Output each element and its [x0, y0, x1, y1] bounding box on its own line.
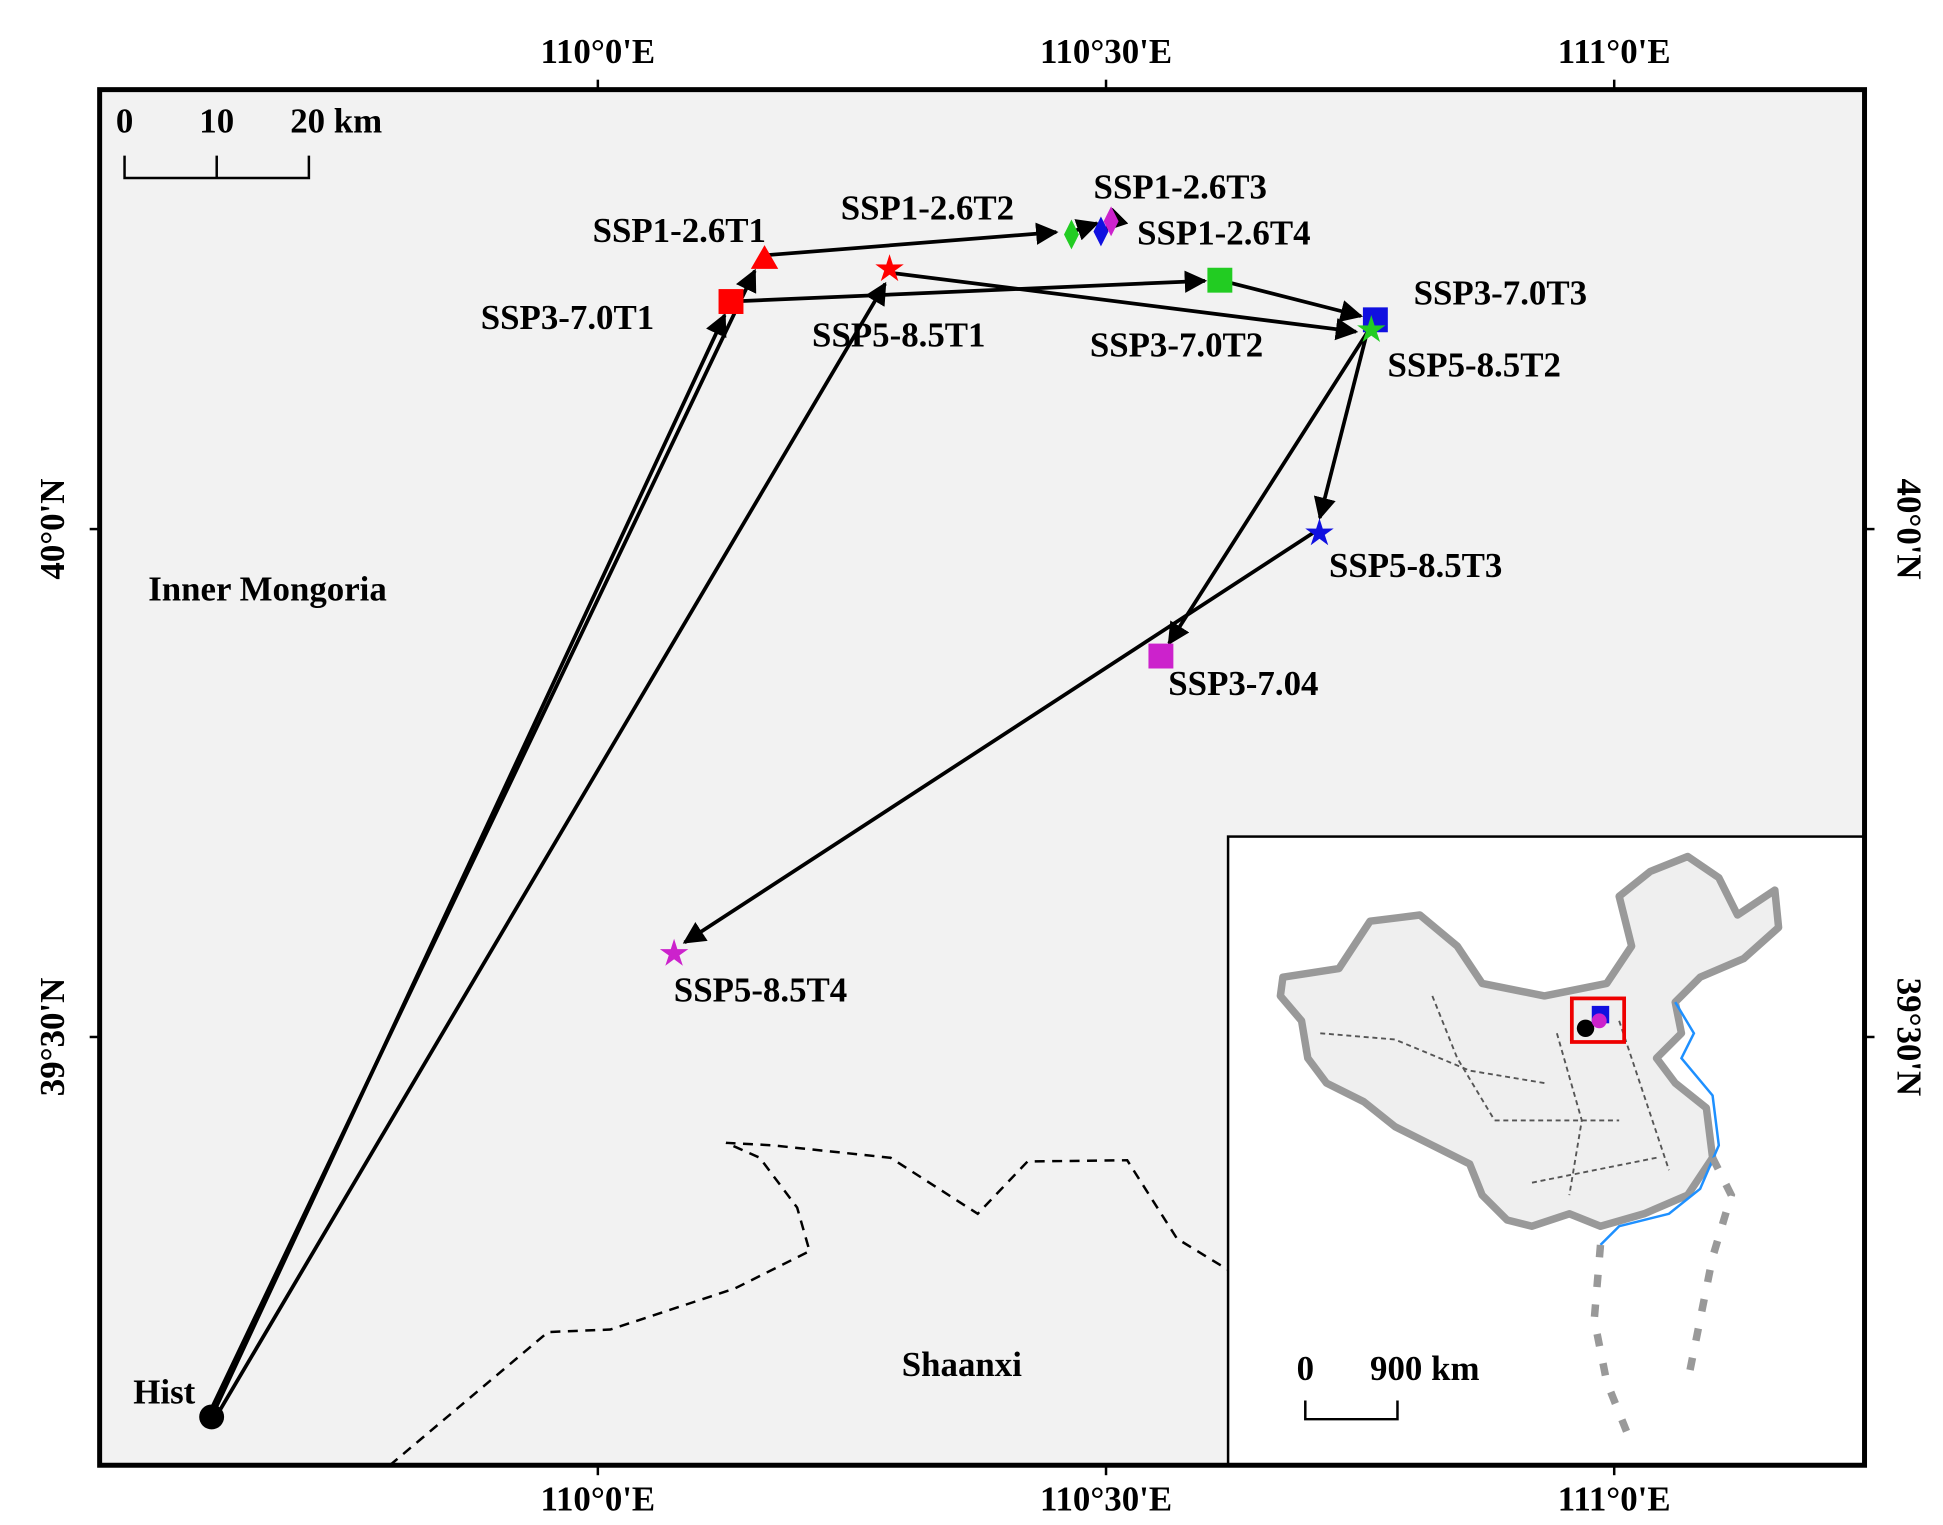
china-outline	[1276, 852, 1783, 1230]
point-label: Hist	[133, 1373, 195, 1412]
point-label: SSP1-2.6T3	[1094, 167, 1267, 206]
inset-sea-border	[1590, 1156, 1736, 1446]
region-label: Inner Mongoria	[148, 570, 387, 609]
y-tick-label: 39°30'N	[1890, 978, 1929, 1097]
point-marker	[1064, 219, 1079, 250]
point-label: SSP3-7.0T1	[481, 298, 654, 337]
point-label: SSP3-7.0T2	[1090, 326, 1263, 365]
trajectory-arrow	[209, 313, 727, 1418]
y-tick-label: 40°0'N	[33, 479, 72, 580]
x-tick-label: 110°0'E	[541, 1480, 656, 1519]
inset-study-area	[1569, 996, 1627, 1044]
x-tick-label: 111°0'E	[1558, 1480, 1671, 1519]
point-marker	[659, 938, 689, 966]
point-label: SSP5-8.5T3	[1329, 546, 1502, 585]
point-marker	[1207, 267, 1233, 293]
point-marker	[199, 1404, 225, 1430]
inset-point	[1591, 1013, 1607, 1029]
x-tick-label: 110°30'E	[1040, 32, 1172, 71]
inset-coastline	[1599, 1001, 1721, 1246]
x-tick-label: 111°0'E	[1558, 32, 1671, 71]
point-marker	[750, 245, 779, 269]
x-tick-label: 110°0'E	[541, 32, 656, 71]
province-boundary	[389, 1141, 1229, 1467]
y-tick-label: 40°0'N	[1890, 479, 1929, 580]
point-label: SSP1-2.6T4	[1137, 214, 1310, 253]
point-label: SSP1-2.6T1	[593, 211, 766, 250]
y-tick-label: 39°30'N	[33, 978, 72, 1097]
point-marker	[1148, 643, 1174, 669]
trajectory-arrow	[1219, 278, 1364, 323]
point-marker	[875, 254, 904, 282]
scale-label: 0	[116, 101, 133, 140]
trajectory-arrow	[888, 270, 1359, 341]
inset-provinces	[1320, 995, 1670, 1196]
scale-label: 20 km	[290, 101, 382, 140]
trajectory-arrow	[1313, 328, 1370, 520]
trajectory-arrow	[730, 270, 1208, 304]
point-label: SSP3-7.04	[1168, 664, 1318, 703]
region-label: Shaanxi	[902, 1345, 1022, 1384]
trajectory-arrow	[213, 281, 887, 1420]
x-tick-label: 110°30'E	[1040, 1480, 1172, 1519]
point-label: SSP5-8.5T4	[674, 970, 847, 1009]
inset-point	[1576, 1019, 1595, 1037]
point-marker	[718, 289, 744, 314]
point-label: SSP1-2.6T2	[841, 189, 1014, 228]
point-marker	[1357, 315, 1386, 343]
trajectory-arrow	[764, 222, 1059, 258]
point-marker	[1305, 518, 1334, 546]
point-label: SSP5-8.5T1	[812, 316, 985, 355]
inset-scale-bar	[1304, 1400, 1399, 1421]
point-marker	[1103, 206, 1119, 237]
map-layer: SSP1-2.6T1 SSP1-2.6T2 SSP1-2.6T3 SSP1-2.6T4…	[133, 167, 1587, 1430]
point-marker	[1093, 216, 1109, 247]
map-frame	[97, 87, 1868, 1468]
point-label: SSP3-7.0T3	[1414, 273, 1587, 312]
trajectory-arrow	[682, 528, 1319, 945]
point-label: SSP5-8.5T2	[1388, 345, 1561, 384]
inset-map: 0 900 km	[1226, 835, 1866, 1467]
scale-bar	[123, 155, 311, 180]
scale-label: 10	[199, 101, 234, 140]
inset-scale-label: 900 km	[1370, 1349, 1479, 1388]
inset-scale-label: 0	[1297, 1349, 1314, 1388]
trajectory-arrow	[1167, 318, 1377, 646]
